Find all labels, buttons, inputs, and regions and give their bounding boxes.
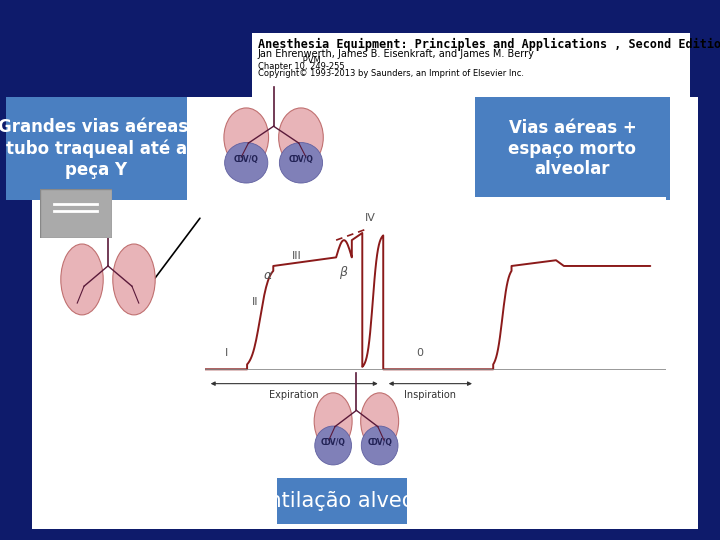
Ellipse shape <box>113 244 156 315</box>
Text: ↀV/Q: ↀV/Q <box>234 156 258 165</box>
Text: II: II <box>252 296 258 307</box>
Bar <box>6 97 187 200</box>
Text: ↀV/Q: ↀV/Q <box>367 438 392 447</box>
Text: Anesthesia Equipment: Principles and Applications , Second Edition: Anesthesia Equipment: Principles and App… <box>258 38 720 51</box>
Text: IV: IV <box>365 213 376 224</box>
Text: ↀV/Q: ↀV/Q <box>289 156 313 165</box>
Text: Jan Ehrenwerth, James B. Eisenkraft, and James M. Berry: Jan Ehrenwerth, James B. Eisenkraft, and… <box>258 49 535 59</box>
Ellipse shape <box>279 108 323 167</box>
Text: $\beta$: $\beta$ <box>338 264 348 281</box>
Ellipse shape <box>279 143 323 183</box>
Ellipse shape <box>361 393 399 449</box>
Bar <box>277 478 407 524</box>
Text: Ventilação alveolar: Ventilação alveolar <box>243 491 441 511</box>
Bar <box>475 97 670 200</box>
Text: Expiration: Expiration <box>269 390 319 400</box>
Ellipse shape <box>315 426 351 465</box>
Bar <box>32 97 698 529</box>
Ellipse shape <box>225 143 268 183</box>
Text: Chapter 10, 249-255: Chapter 10, 249-255 <box>258 62 344 71</box>
Text: PVM: PVM <box>258 56 320 65</box>
Text: III: III <box>292 251 302 261</box>
Text: Vias aéreas +
espaço morto
alveolar: Vias aéreas + espaço morto alveolar <box>508 119 636 178</box>
Ellipse shape <box>361 426 398 465</box>
Text: Copyright© 1993-2013 by Saunders, an Imprint of Elsevier Inc.: Copyright© 1993-2013 by Saunders, an Imp… <box>258 69 523 78</box>
Bar <box>252 33 690 97</box>
Text: Grandes vias aéreas,
tubo traqueal até a
peça Y: Grandes vias aéreas, tubo traqueal até a… <box>0 118 194 179</box>
Text: I: I <box>225 348 228 359</box>
Text: ↀV/Q: ↀV/Q <box>320 438 346 447</box>
Ellipse shape <box>314 393 352 449</box>
Text: $\alpha$: $\alpha$ <box>263 269 273 282</box>
Ellipse shape <box>60 244 103 315</box>
Ellipse shape <box>224 108 269 167</box>
Text: Inspiration: Inspiration <box>405 390 456 400</box>
Text: 0: 0 <box>416 348 423 359</box>
